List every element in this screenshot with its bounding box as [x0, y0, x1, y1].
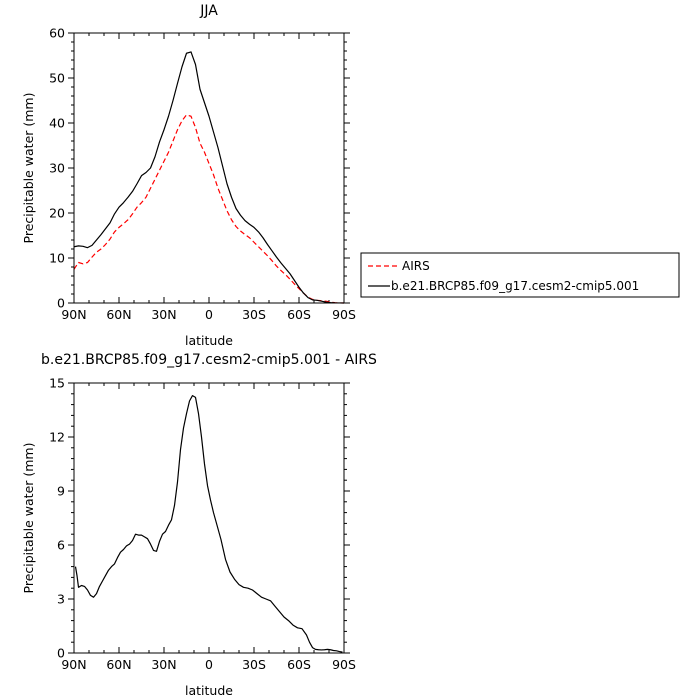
- bottom-xtick-label: 60N: [106, 657, 131, 672]
- top-ytick-label: 40: [49, 116, 65, 131]
- top-series-lines: [73, 51, 345, 304]
- bottom-ytick-label: 0: [57, 646, 65, 661]
- bottom-xtick-label: 30S: [242, 657, 266, 672]
- bottom-x-axis-label: latitude: [185, 683, 233, 698]
- bottom-xtick-label: 90N: [61, 657, 86, 672]
- top-ytick-label: 10: [49, 251, 65, 266]
- panel-top: JJA Precipitable water (mm) latitude 90N…: [21, 3, 356, 348]
- bottom-ytick-label: 15: [49, 376, 65, 391]
- top-ytick-label: 50: [49, 71, 65, 86]
- bottom-series-line-0: [74, 395, 343, 653]
- top-ytick-label: 0: [57, 296, 65, 311]
- legend-label-model: b.e21.BRCP85.f09_g17.cesm2-cmip5.001: [391, 279, 639, 293]
- legend-label-airs: AIRS: [402, 259, 430, 273]
- bottom-ytick-label: 9: [57, 484, 65, 499]
- bottom-chart-title: b.e21.BRCP85.f09_g17.cesm2-cmip5.001 - A…: [41, 352, 377, 368]
- bottom-xtick-label: 0: [205, 657, 213, 672]
- top-chart-title: JJA: [199, 3, 218, 19]
- top-ticks: 90N 60N 30N 0 30S 60S 90S 0 10 20 30 40 50 60: [49, 26, 356, 323]
- panel-bottom: b.e21.BRCP85.f09_g17.cesm2-cmip5.001 - A…: [21, 352, 377, 698]
- top-xtick-label: 30N: [151, 307, 176, 322]
- bottom-xtick-label: 60S: [287, 657, 311, 672]
- top-ytick-label: 60: [49, 26, 65, 41]
- bottom-y-axis-label: Precipitable water (mm): [21, 443, 36, 594]
- top-series-line-1: [73, 51, 345, 304]
- top-series-line-0: [73, 114, 345, 304]
- bottom-plot-frame: [73, 382, 345, 654]
- top-x-axis-label: latitude: [185, 333, 233, 348]
- bottom-ytick-label: 12: [49, 430, 65, 445]
- top-plot-frame: [73, 32, 345, 304]
- top-xtick-label: 60N: [106, 307, 131, 322]
- top-xtick-label: 90S: [332, 307, 356, 322]
- top-ytick-label: 20: [49, 206, 65, 221]
- bottom-xtick-label: 90S: [332, 657, 356, 672]
- top-xtick-label: 30S: [242, 307, 266, 322]
- legend-box: [360, 252, 680, 298]
- top-xtick-label: 0: [205, 307, 213, 322]
- bottom-xtick-label: 30N: [151, 657, 176, 672]
- bottom-ticks: 90N 60N 30N 0 30S 60S 90S 0 3 6 9 12 15: [49, 376, 356, 673]
- top-y-axis-label: Precipitable water (mm): [21, 93, 36, 244]
- top-ytick-label: 30: [49, 161, 65, 176]
- legend: AIRS b.e21.BRCP85.f09_g17.cesm2-cmip5.00…: [360, 252, 680, 298]
- top-xtick-label: 90N: [61, 307, 86, 322]
- top-xtick-label: 60S: [287, 307, 311, 322]
- bottom-series-lines: [74, 395, 343, 653]
- bottom-ytick-label: 3: [57, 592, 65, 607]
- bottom-ytick-label: 6: [57, 538, 65, 553]
